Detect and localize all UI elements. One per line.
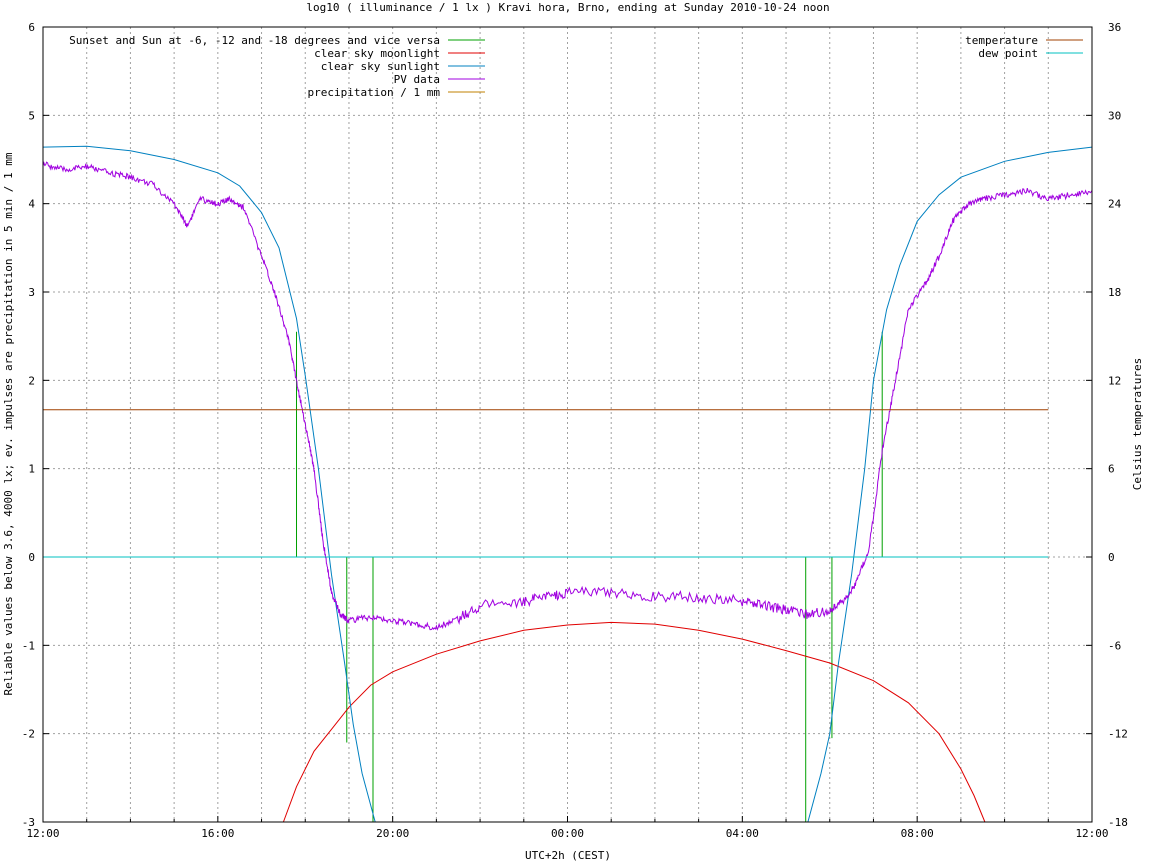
- y2-tick-label: 6: [1108, 463, 1115, 476]
- y-tick-label: 5: [28, 109, 35, 122]
- series-line-pv-data: [42, 161, 1093, 631]
- legend-label: clear sky sunlight: [321, 60, 440, 73]
- y-tick-label: 4: [28, 198, 35, 211]
- y2-tick-label: 0: [1108, 551, 1115, 564]
- y2-tick-label: 24: [1108, 198, 1122, 211]
- x-tick-label: 04:00: [726, 827, 759, 840]
- y2-tick-label: -6: [1108, 639, 1121, 652]
- chart-title: log10 ( illuminance / 1 lx ) Kravi hora,…: [306, 1, 829, 14]
- legend-label: temperature: [965, 34, 1038, 47]
- y-tick-label: 3: [28, 286, 35, 299]
- x-axis-label: UTC+2h (CEST): [525, 849, 611, 862]
- x-tick-label: 00:00: [551, 827, 584, 840]
- y-tick-label: 2: [28, 374, 35, 387]
- y2-tick-label: 18: [1108, 286, 1121, 299]
- x-tick-label: 16:00: [201, 827, 234, 840]
- x-tick-label: 12:00: [26, 827, 59, 840]
- y2-tick-label: -18: [1108, 816, 1128, 829]
- legend-label: dew point: [978, 47, 1038, 60]
- y-tick-label: -2: [22, 728, 35, 741]
- y-axis-left: -3 -2 -1 0 1 2 3 4 5 6: [22, 21, 49, 829]
- y-tick-label: -1: [22, 639, 35, 652]
- y-tick-label: 1: [28, 463, 35, 476]
- legend-label: clear sky moonlight: [314, 47, 440, 60]
- x-tick-label: 08:00: [901, 827, 934, 840]
- y-tick-label: -3: [22, 816, 35, 829]
- x-axis: 12:00 16:00 20:00 00:00 04:00 08:00 12:00: [26, 816, 1109, 840]
- y-tick-label: 6: [28, 21, 35, 34]
- x-tick-label: 20:00: [376, 827, 409, 840]
- y2-tick-label: -12: [1108, 728, 1128, 741]
- y2-axis-label: Celsius temperatures: [1131, 358, 1144, 490]
- plot-border: [42, 26, 1093, 823]
- x-tick-label: 12:00: [1075, 827, 1108, 840]
- y2-tick-label: 30: [1108, 109, 1121, 122]
- y-axis-label: Reliable values below 3.6, 4000 lx; ev. …: [2, 152, 15, 695]
- y2-tick-label: 36: [1108, 21, 1121, 34]
- grid-lines: [43, 27, 1092, 822]
- y-tick-label: 0: [28, 551, 35, 564]
- legend-label: precipitation / 1 mm: [308, 86, 441, 99]
- legend-left: Sunset and Sun at -6, -12 and -18 degree…: [69, 34, 485, 99]
- series-line-clear-sky-moonlight: [282, 621, 986, 823]
- y2-tick-label: 12: [1108, 374, 1121, 387]
- legend-label: PV data: [394, 73, 440, 86]
- legend-label: Sunset and Sun at -6, -12 and -18 degree…: [69, 34, 440, 47]
